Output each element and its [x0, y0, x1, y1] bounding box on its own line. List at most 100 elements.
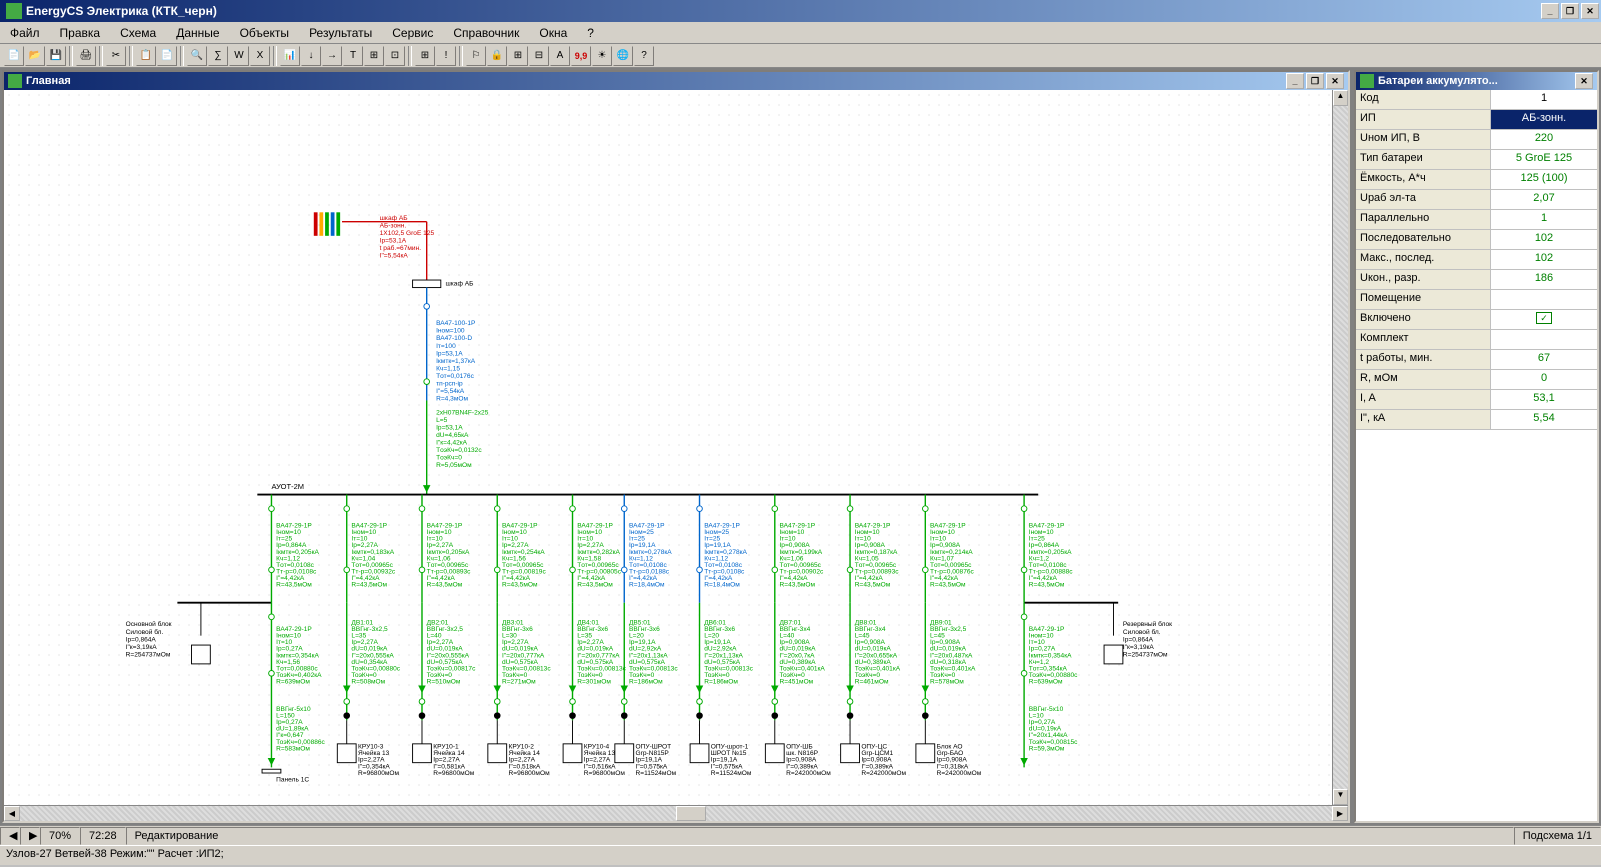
- tree-button[interactable]: ⊟: [529, 46, 549, 66]
- prop-value[interactable]: 125 (100): [1491, 170, 1597, 189]
- prop-row[interactable]: Uкон., разр.186: [1356, 270, 1597, 290]
- hscroll-track[interactable]: [20, 806, 1332, 821]
- prop-row[interactable]: I", кА5,54: [1356, 410, 1597, 430]
- scroll-left[interactable]: ◀: [4, 806, 20, 821]
- prop-row[interactable]: Uраб эл-та2,07: [1356, 190, 1597, 210]
- prop-value[interactable]: 102: [1491, 250, 1597, 269]
- sun-button[interactable]: ☀: [592, 46, 612, 66]
- 99-button[interactable]: 9,9: [571, 46, 591, 66]
- prop-value[interactable]: 2,07: [1491, 190, 1597, 209]
- prop-value[interactable]: 220: [1491, 130, 1597, 149]
- svg-text:R=43,5мОм: R=43,5мОм: [855, 582, 891, 589]
- prop-label: ИП: [1356, 110, 1491, 129]
- open-button[interactable]: 📂: [25, 46, 45, 66]
- prop-value[interactable]: [1491, 290, 1597, 309]
- down-button[interactable]: ↓: [301, 46, 321, 66]
- lock-button[interactable]: 🔒: [487, 46, 507, 66]
- scroll-up[interactable]: ▲: [1333, 90, 1348, 106]
- prop-value[interactable]: 186: [1491, 270, 1597, 289]
- new-button[interactable]: 📄: [4, 46, 24, 66]
- horizontal-scrollbar[interactable]: ◀ ▶: [4, 805, 1348, 821]
- menu-item[interactable]: Данные: [166, 24, 229, 42]
- vertical-scrollbar[interactable]: ▲ ▼: [1332, 90, 1348, 805]
- prop-row[interactable]: Макс., послед.102: [1356, 250, 1597, 270]
- svg-text:Iном=100: Iном=100: [436, 328, 465, 335]
- prop-row[interactable]: Помещение: [1356, 290, 1597, 310]
- close-button[interactable]: ✕: [1581, 3, 1599, 19]
- menu-item[interactable]: Файл: [0, 24, 50, 42]
- menu-item[interactable]: Объекты: [230, 24, 300, 42]
- prop-label: Uраб эл-та: [1356, 190, 1491, 209]
- prop-row[interactable]: R, мОм0: [1356, 370, 1597, 390]
- scroll-down[interactable]: ▼: [1333, 789, 1348, 805]
- prop-row[interactable]: Тип батареи5 GroE 125: [1356, 150, 1597, 170]
- print-button[interactable]: 🖨: [76, 46, 96, 66]
- svg-text:t раб.=67мин.: t раб.=67мин.: [380, 244, 422, 252]
- text-button[interactable]: T: [343, 46, 363, 66]
- menu-item[interactable]: Сервис: [382, 24, 443, 42]
- flag-button[interactable]: ⚐: [466, 46, 486, 66]
- prop-label: Параллельно: [1356, 210, 1491, 229]
- auto-button[interactable]: A: [550, 46, 570, 66]
- diagram-restore-button[interactable]: ❐: [1306, 73, 1324, 89]
- help-button[interactable]: ?: [634, 46, 654, 66]
- word-button[interactable]: W: [229, 46, 249, 66]
- menu-item[interactable]: Схема: [110, 24, 166, 42]
- prop-row[interactable]: Последовательно102: [1356, 230, 1597, 250]
- grid-button[interactable]: ⊞: [415, 46, 435, 66]
- restore-button[interactable]: ❐: [1561, 3, 1579, 19]
- prop-row[interactable]: Включено✓: [1356, 310, 1597, 330]
- find-button[interactable]: 🔍: [187, 46, 207, 66]
- schematic-canvas[interactable]: шкаф АБАБ-зонн.1X102,5 GroE 125Iр=53,1At…: [4, 90, 1348, 805]
- status-fwd[interactable]: ▶: [20, 827, 40, 845]
- prop-value[interactable]: АБ-зонн.: [1491, 110, 1597, 129]
- status-back[interactable]: ◀: [0, 827, 20, 845]
- properties-panel: Батареи аккумулято... ✕ Код1ИПАБ-зонн.Uн…: [1354, 70, 1599, 823]
- prop-value[interactable]: 5 GroE 125: [1491, 150, 1597, 169]
- menu-item[interactable]: Правка: [50, 24, 111, 42]
- scroll-right[interactable]: ▶: [1332, 806, 1348, 821]
- prop-value[interactable]: 1: [1491, 210, 1597, 229]
- prop-value[interactable]: 53,1: [1491, 390, 1597, 409]
- tool1-button[interactable]: ⊞: [364, 46, 384, 66]
- prop-row[interactable]: I, A53,1: [1356, 390, 1597, 410]
- diagram-min-button[interactable]: _: [1286, 73, 1304, 89]
- info-button[interactable]: !: [436, 46, 456, 66]
- hscroll-thumb[interactable]: [676, 806, 706, 821]
- prop-row[interactable]: Uном ИП, В220: [1356, 130, 1597, 150]
- excel-button[interactable]: X: [250, 46, 270, 66]
- chart-button[interactable]: 📊: [280, 46, 300, 66]
- prop-value[interactable]: 1: [1491, 90, 1597, 109]
- diagram-close-button[interactable]: ✕: [1326, 73, 1344, 89]
- minimize-button[interactable]: _: [1541, 3, 1559, 19]
- prop-row[interactable]: Комплект: [1356, 330, 1597, 350]
- prop-value[interactable]: 102: [1491, 230, 1597, 249]
- menu-item[interactable]: Справочник: [443, 24, 529, 42]
- menu-item[interactable]: ?: [577, 24, 604, 42]
- cut-button[interactable]: ✂: [106, 46, 126, 66]
- app-title: EnergyCS Электрика (КТК_черн): [26, 4, 1541, 18]
- vscroll-track[interactable]: [1333, 106, 1348, 789]
- prop-row[interactable]: ИПАБ-зонн.: [1356, 110, 1597, 130]
- menu-item[interactable]: Результаты: [299, 24, 382, 42]
- arrow-button[interactable]: →: [322, 46, 342, 66]
- prop-row[interactable]: t работы, мин.67: [1356, 350, 1597, 370]
- tool2-button[interactable]: ⊡: [385, 46, 405, 66]
- prop-value[interactable]: [1491, 330, 1597, 349]
- paste-button[interactable]: 📄: [157, 46, 177, 66]
- prop-row[interactable]: Параллельно1: [1356, 210, 1597, 230]
- prop-value[interactable]: 0: [1491, 370, 1597, 389]
- copy-button[interactable]: 📋: [136, 46, 156, 66]
- calc-button[interactable]: ∑: [208, 46, 228, 66]
- globe-button[interactable]: 🌐: [613, 46, 633, 66]
- db-button[interactable]: ⊞: [508, 46, 528, 66]
- save-button[interactable]: 💾: [46, 46, 66, 66]
- prop-row[interactable]: Код1: [1356, 90, 1597, 110]
- prop-value[interactable]: 5,54: [1491, 410, 1597, 429]
- prop-value[interactable]: ✓: [1491, 310, 1597, 329]
- prop-value[interactable]: 67: [1491, 350, 1597, 369]
- props-title: Батареи аккумулято...: [1378, 75, 1575, 87]
- prop-row[interactable]: Ёмкость, А*ч125 (100): [1356, 170, 1597, 190]
- menu-item[interactable]: Окна: [529, 24, 577, 42]
- props-close-button[interactable]: ✕: [1575, 73, 1593, 89]
